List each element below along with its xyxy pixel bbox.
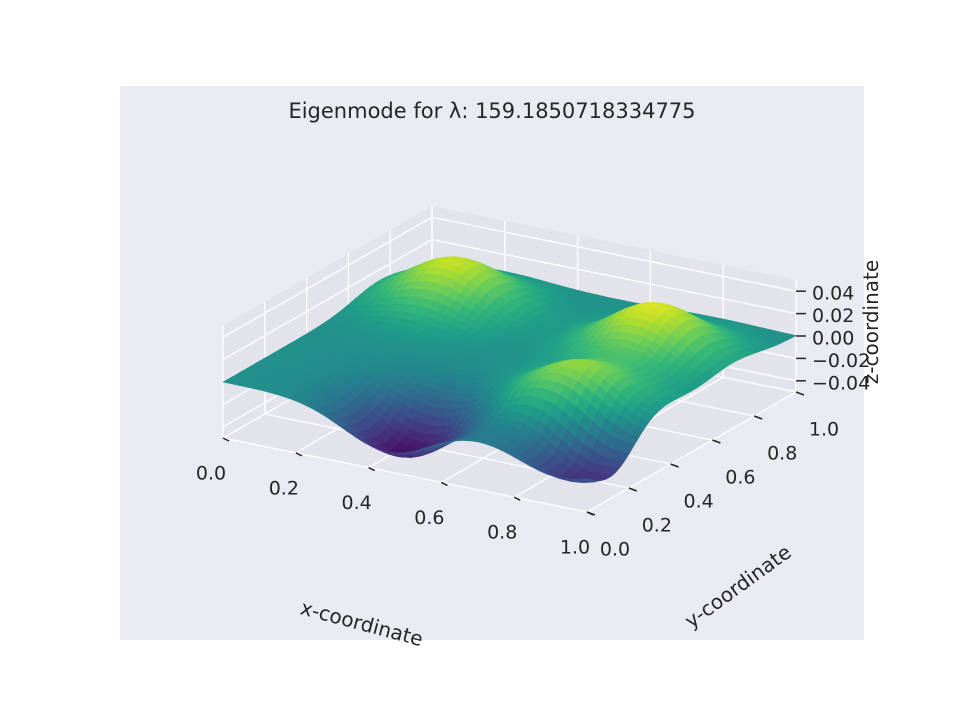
grid-line-z <box>222 239 433 361</box>
x-tick-label: 0.6 <box>414 507 444 529</box>
surface-mesh <box>222 256 797 483</box>
x-tick-label: 0.8 <box>487 522 517 544</box>
x-tick-label: 1.0 <box>560 537 590 559</box>
y-tick-label: 0.6 <box>725 467 755 489</box>
grid-line-y <box>222 437 588 513</box>
y-tick-label: 0.0 <box>600 539 630 561</box>
z-tick-label: 0.04 <box>812 283 854 305</box>
x-tick-label: 0.2 <box>269 477 299 499</box>
tick-mark <box>441 481 448 487</box>
tick-mark <box>753 415 763 420</box>
tick-mark <box>670 463 679 468</box>
y-tick-label: 0.4 <box>683 491 713 513</box>
surface-patch <box>578 478 592 482</box>
y-tick-label: 1.0 <box>809 419 839 441</box>
tick-mark <box>368 466 375 472</box>
x-tick-label: 0.0 <box>196 463 226 485</box>
tick-mark <box>628 487 638 492</box>
grid-line-x <box>586 391 797 513</box>
tick-mark <box>795 391 805 396</box>
y-tick-label: 0.8 <box>767 443 797 465</box>
z-tick-label: 0.02 <box>812 305 854 327</box>
grid-line-z <box>431 216 797 292</box>
tick-mark <box>513 496 521 501</box>
tick-labels: 0.0 0.2 0.4 0.6 0.8 1.0 0.0 0.2 0.4 0.6 0.8 1.0 −0.0… <box>196 283 870 561</box>
grid-line-z <box>431 238 797 315</box>
chart-title: Eigenmode for λ: 159.1850718334775 <box>288 99 695 123</box>
x-tick-label: 0.4 <box>341 492 371 514</box>
tick-marks <box>222 290 806 516</box>
z-tick-label: −0.02 <box>812 350 870 372</box>
z-tick-label: 0.00 <box>812 328 854 350</box>
tick-mark <box>712 439 721 444</box>
tick-mark <box>295 452 303 457</box>
tick-mark <box>586 511 596 516</box>
z-axis-label: z-coordinate <box>859 260 883 384</box>
y-tick-label: 0.2 <box>642 515 672 537</box>
grid-line-z <box>222 216 433 338</box>
tick-mark <box>222 437 230 442</box>
z-tick-label: −0.04 <box>812 372 870 394</box>
